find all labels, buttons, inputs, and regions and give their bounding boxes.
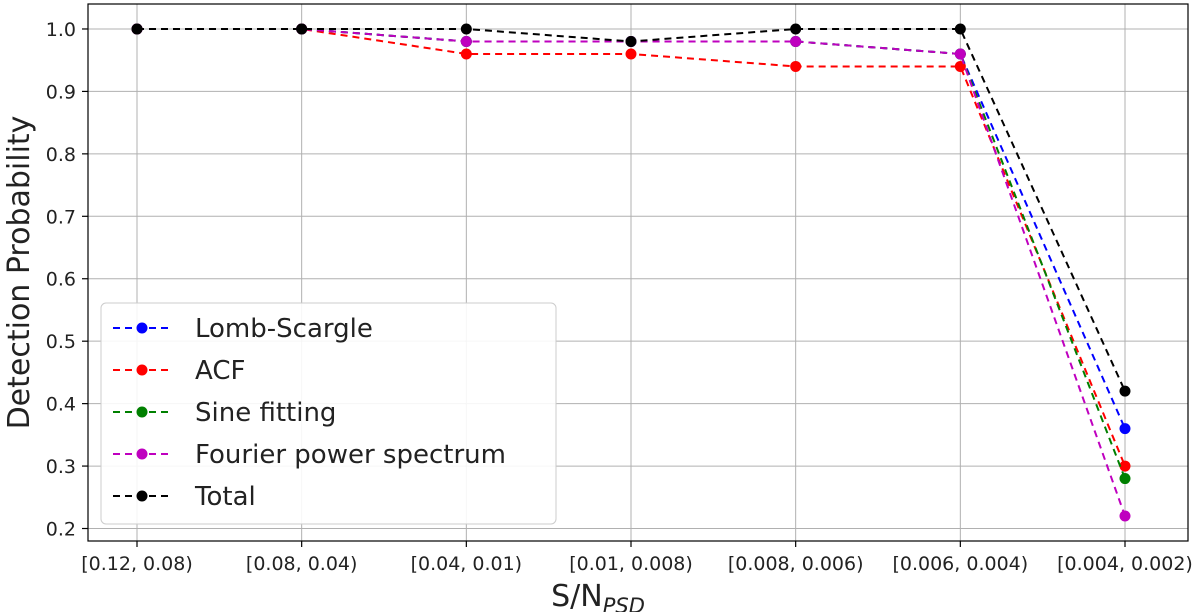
plot-area-frame xyxy=(87,3,1189,542)
data-point xyxy=(1119,473,1131,485)
data-point xyxy=(625,48,637,60)
x-axis-label-main: S/N xyxy=(551,579,603,612)
legend-entry: Fourier power spectrum xyxy=(113,440,506,470)
x-tick-label: [0.04, 0.01) xyxy=(411,553,523,575)
y-axis-label: Detection Probability xyxy=(2,116,37,430)
x-tick-label: [0.12, 0.08) xyxy=(81,553,193,575)
legend-swatch-marker xyxy=(136,448,148,460)
y-tick-label: 0.6 xyxy=(46,269,76,291)
data-point xyxy=(460,48,472,60)
y-tick-label: 0.2 xyxy=(46,519,76,541)
x-axis-ticks: [0.12, 0.08) [0.08, 0.04) [0.04, 0.01) [0.0… xyxy=(81,541,1193,575)
y-tick-label: 0.3 xyxy=(46,456,76,478)
x-tick-label: [0.008, 0.006) xyxy=(728,553,864,575)
data-point xyxy=(625,35,637,47)
data-point xyxy=(1119,423,1131,435)
legend-label: Lomb-Scargle xyxy=(195,314,373,344)
x-tick-label: [0.006, 0.004) xyxy=(892,553,1028,575)
legend-entry: Total xyxy=(113,482,256,512)
legend-swatch-marker xyxy=(136,490,148,502)
data-point xyxy=(1119,510,1131,522)
x-tick-label: [0.004, 0.002) xyxy=(1057,553,1193,575)
y-tick-label: 0.8 xyxy=(46,144,76,166)
legend-swatch-marker xyxy=(136,364,148,376)
data-point xyxy=(790,60,802,72)
data-point xyxy=(790,35,802,47)
series-total xyxy=(131,23,1131,397)
data-point xyxy=(460,23,472,35)
legend: Lomb-Scargle ACF Sine fitting Fourier power… xyxy=(100,302,557,525)
legend-box xyxy=(100,302,557,525)
data-point xyxy=(954,23,966,35)
legend-label: Total xyxy=(194,482,256,512)
x-axis-label-subscript: PSD xyxy=(603,594,645,612)
data-point xyxy=(131,23,143,35)
y-tick-label: 0.9 xyxy=(46,81,76,103)
legend-label: ACF xyxy=(195,356,245,386)
legend-entry: ACF xyxy=(113,356,245,386)
data-point xyxy=(460,35,472,47)
data-point xyxy=(1119,460,1131,472)
legend-entry: Lomb-Scargle xyxy=(113,314,373,344)
legend-swatch-marker xyxy=(136,406,148,418)
y-axis-ticks: 0.2 0.3 0.4 0.5 0.6 0.7 0.8 0.9 1.0 xyxy=(46,19,88,541)
series-layer xyxy=(131,23,1131,522)
y-tick-label: 0.7 xyxy=(46,206,76,228)
y-tick-label: 0.4 xyxy=(46,394,76,416)
data-point xyxy=(296,23,308,35)
data-point xyxy=(954,48,966,60)
x-tick-label: [0.01, 0.008) xyxy=(569,553,693,575)
legend-label: Fourier power spectrum xyxy=(195,440,506,470)
data-point xyxy=(1119,385,1131,397)
data-point xyxy=(790,23,802,35)
legend-swatch-marker xyxy=(136,322,148,334)
legend-label: Sine fitting xyxy=(195,398,336,428)
y-tick-label: 0.5 xyxy=(46,331,76,353)
x-axis-label: S/NPSD xyxy=(551,579,645,612)
y-tick-label: 1.0 xyxy=(46,19,76,41)
x-tick-label: [0.08, 0.04) xyxy=(246,553,358,575)
legend-entry: Sine fitting xyxy=(113,398,336,428)
